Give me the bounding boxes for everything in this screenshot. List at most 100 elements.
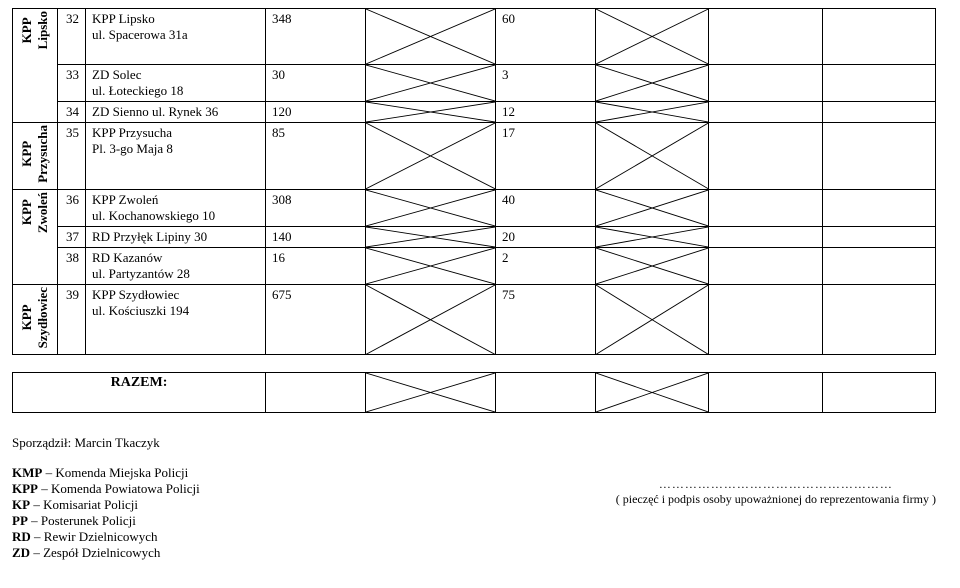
total-blank — [709, 373, 822, 413]
blank-cell — [822, 102, 935, 123]
row-number: 36 — [58, 189, 86, 226]
value-2: 3 — [496, 65, 596, 102]
name-line2: ul. Kościuszki 194 — [92, 303, 259, 319]
name-line1: RD Kazanów — [92, 250, 259, 266]
blank-cell — [709, 102, 822, 123]
cross-cell — [366, 226, 496, 247]
row-name: KPP Zwoleńul. Kochanowskiego 10 — [86, 189, 266, 226]
cross-cell — [366, 102, 496, 123]
name-line2: ul. Spacerowa 31a — [92, 27, 259, 43]
legend-line: KMP – Komenda Miejska Policji — [12, 465, 200, 481]
blank-cell — [822, 284, 935, 354]
table-row: KPPZwoleń36KPP Zwoleńul. Kochanowskiego … — [13, 189, 936, 226]
name-line1: KPP Lipsko — [92, 11, 259, 27]
blank-cell — [822, 65, 935, 102]
group-label-cell: KPPZwoleń — [13, 189, 58, 284]
legend-line: RD – Rewir Dzielnicowych — [12, 529, 200, 545]
blank-cell — [822, 226, 935, 247]
cross-cell — [366, 373, 496, 413]
total-blank — [822, 373, 935, 413]
total-label: RAZEM: — [13, 373, 266, 413]
name-line1: KPP Szydłowiec — [92, 287, 259, 303]
row-name: KPP Szydłowiecul. Kościuszki 194 — [86, 284, 266, 354]
cross-cell — [366, 123, 496, 190]
blank-cell — [709, 9, 822, 65]
cross-cell — [596, 9, 709, 65]
cross-cell — [366, 189, 496, 226]
value-1: 120 — [266, 102, 366, 123]
blank-cell — [709, 247, 822, 284]
name-line2: Pl. 3-go Maja 8 — [92, 141, 259, 157]
row-number: 32 — [58, 9, 86, 65]
value-1: 675 — [266, 284, 366, 354]
signature-dots: ……………………………………………… — [616, 477, 936, 492]
legend-line: KPP – Komenda Powiatowa Policji — [12, 481, 200, 497]
cross-cell — [596, 226, 709, 247]
legend-line: PP – Posterunek Policji — [12, 513, 200, 529]
legend-line: ZD – Zespół Dzielnicowych — [12, 545, 200, 561]
cross-cell — [596, 102, 709, 123]
row-number: 33 — [58, 65, 86, 102]
signature-block: ……………………………………………… ( pieczęć i podpis os… — [616, 477, 936, 507]
group-label-cell: KPPLipsko — [13, 9, 58, 123]
table-row: 38RD Kazanówul. Partyzantów 28162 — [13, 247, 936, 284]
group-label: KPPPrzysucha — [19, 125, 51, 183]
cross-cell — [596, 247, 709, 284]
value-2: 40 — [496, 189, 596, 226]
row-name: KPP PrzysuchaPl. 3-go Maja 8 — [86, 123, 266, 190]
table-row: KPPSzydłowiec39KPP Szydłowiecul. Kościus… — [13, 284, 936, 354]
table-row: 37RD Przyłęk Lipiny 3014020 — [13, 226, 936, 247]
name-line1: KPP Zwoleń — [92, 192, 259, 208]
row-name: ZD Sienno ul. Rynek 36 — [86, 102, 266, 123]
row-number: 35 — [58, 123, 86, 190]
total-blank — [496, 373, 596, 413]
blank-cell — [709, 65, 822, 102]
main-table: KPPLipsko32KPP Lipskoul. Spacerowa 31a34… — [12, 8, 936, 413]
name-line2: ul. Łoteckiego 18 — [92, 83, 259, 99]
blank-cell — [822, 189, 935, 226]
row-number: 38 — [58, 247, 86, 284]
row-number: 37 — [58, 226, 86, 247]
blank-cell — [709, 189, 822, 226]
value-2: 20 — [496, 226, 596, 247]
total-row: RAZEM: — [13, 373, 936, 413]
table-row: KPPPrzysucha35KPP PrzysuchaPl. 3-go Maja… — [13, 123, 936, 190]
table-row: KPPLipsko32KPP Lipskoul. Spacerowa 31a34… — [13, 9, 936, 65]
blank-cell — [709, 226, 822, 247]
value-2: 12 — [496, 102, 596, 123]
blank-cell — [709, 284, 822, 354]
name-line1: ZD Sienno ul. Rynek 36 — [92, 104, 259, 120]
name-line1: RD Przyłęk Lipiny 30 — [92, 229, 259, 245]
row-name: ZD Solecul. Łoteckiego 18 — [86, 65, 266, 102]
legend-block: Sporządził: Marcin Tkaczyk KMP – Komenda… — [12, 435, 200, 561]
table-row: 33ZD Solecul. Łoteckiego 18303 — [13, 65, 936, 102]
blank-cell — [709, 123, 822, 190]
cross-cell — [596, 65, 709, 102]
group-label-cell: KPPSzydłowiec — [13, 284, 58, 354]
group-label: KPPLipsko — [19, 11, 51, 49]
signature-caption: ( pieczęć i podpis osoby upoważnionej do… — [616, 492, 936, 507]
value-1: 16 — [266, 247, 366, 284]
legend-line: KP – Komisariat Policji — [12, 497, 200, 513]
group-label: KPPSzydłowiec — [19, 287, 51, 348]
spacer-row — [13, 355, 936, 373]
table-row: 34ZD Sienno ul. Rynek 3612012 — [13, 102, 936, 123]
name-line1: ZD Solec — [92, 67, 259, 83]
cross-cell — [596, 284, 709, 354]
value-1: 348 — [266, 9, 366, 65]
value-1: 85 — [266, 123, 366, 190]
name-line2: ul. Partyzantów 28 — [92, 266, 259, 282]
row-number: 39 — [58, 284, 86, 354]
value-2: 60 — [496, 9, 596, 65]
row-name: KPP Lipskoul. Spacerowa 31a — [86, 9, 266, 65]
blank-cell — [822, 247, 935, 284]
author-line: Sporządził: Marcin Tkaczyk — [12, 435, 200, 451]
blank-cell — [822, 123, 935, 190]
row-name: RD Kazanówul. Partyzantów 28 — [86, 247, 266, 284]
group-label: KPPZwoleń — [19, 192, 51, 233]
total-blank — [266, 373, 366, 413]
cross-cell — [366, 284, 496, 354]
value-2: 75 — [496, 284, 596, 354]
cross-cell — [366, 9, 496, 65]
row-name: RD Przyłęk Lipiny 30 — [86, 226, 266, 247]
